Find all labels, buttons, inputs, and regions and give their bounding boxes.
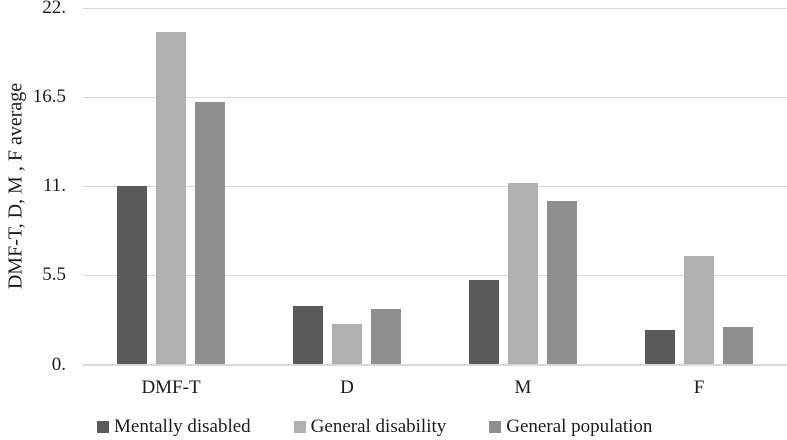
legend-label: Mentally disabled xyxy=(114,416,251,437)
legend-label: General disability xyxy=(310,416,447,437)
bar-f-mentally-disabled xyxy=(645,330,675,365)
bar-d-general-population xyxy=(371,309,401,365)
y-tick-label: 22. xyxy=(42,0,66,18)
legend-swatch-icon xyxy=(97,421,109,433)
bar-m-general-population xyxy=(547,200,577,365)
gridline xyxy=(83,96,787,98)
x-axis-line xyxy=(83,363,787,366)
legend-item-general-population: General population xyxy=(489,416,652,438)
bar-f-general-disability xyxy=(684,255,714,365)
legend-item-general-disability: General disability xyxy=(293,416,447,438)
gridline xyxy=(83,275,787,277)
y-tick-label: 5.5 xyxy=(42,264,66,286)
legend: Mentally disabled General disability Gener… xyxy=(97,414,652,440)
legend-swatch-icon xyxy=(489,421,502,433)
bar-d-mentally-disabled xyxy=(293,306,323,365)
x-category-label-m: M xyxy=(514,377,532,398)
x-category-label-dmf-t: DMF-T xyxy=(141,377,201,398)
y-tick-label: 0. xyxy=(51,353,66,375)
legend-swatch-icon xyxy=(293,421,306,433)
legend-item-mentally-disabled: Mentally disabled xyxy=(97,416,251,438)
bar-f-general-population xyxy=(723,327,753,365)
bar-m-mentally-disabled xyxy=(469,280,499,365)
y-tick-label: 16.5 xyxy=(32,85,66,107)
y-tick-label: 11. xyxy=(42,175,66,196)
bar-dmf-t-general-population xyxy=(195,101,225,365)
gridline xyxy=(83,186,787,187)
bar-m-general-disability xyxy=(508,182,538,365)
x-category-label-d: D xyxy=(340,377,354,398)
bar-d-general-disability xyxy=(332,323,362,365)
x-category-label-f: F xyxy=(693,377,705,398)
legend-label: General population xyxy=(506,416,653,437)
bar-dmf-t-mentally-disabled xyxy=(117,186,147,365)
bar-dmf-t-general-disability xyxy=(156,31,186,365)
gridline xyxy=(83,7,787,9)
